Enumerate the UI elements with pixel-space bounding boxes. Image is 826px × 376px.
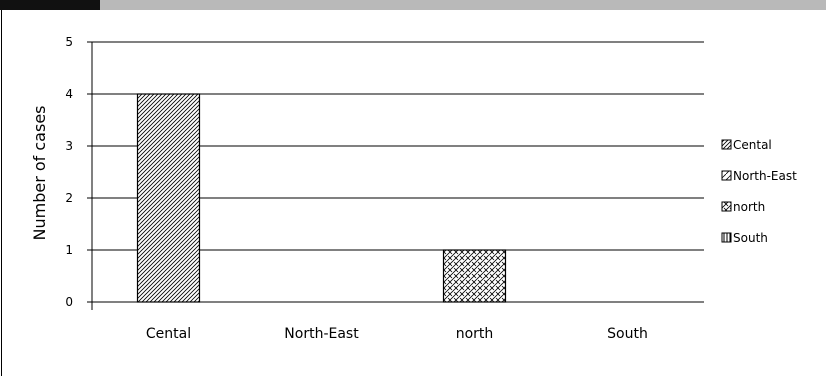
x-tick-label: North-East (284, 326, 359, 342)
bars (136, 93, 507, 303)
legend-item: South (721, 231, 768, 245)
legend-label: north (733, 200, 765, 214)
y-tick-label: 4 (65, 87, 73, 101)
legend-item: Cental (721, 138, 772, 152)
y-tick-label: 0 (65, 295, 73, 309)
legend-swatch (721, 170, 732, 181)
x-tick-label: north (456, 326, 494, 342)
legend-label: Cental (733, 138, 772, 152)
bar-cental-0 (136, 93, 201, 303)
y-axis-title: Number of cases (30, 106, 49, 241)
legend-label: North-East (733, 169, 797, 183)
x-tick-label: South (607, 326, 648, 342)
y-axis-ticks: 0 1 2 3 4 5 (65, 35, 92, 309)
legend-swatch (721, 232, 732, 243)
y-tick-label: 5 (65, 35, 73, 49)
legend-swatch (721, 201, 732, 212)
legend: Cental North-East north South (721, 138, 797, 245)
y-tick-label: 3 (65, 139, 73, 153)
x-axis-ticks: Cental North-East north South (146, 326, 648, 342)
axes (91, 42, 704, 310)
legend-swatch (721, 139, 732, 150)
bar-north-2 (442, 249, 507, 303)
legend-label: South (733, 231, 768, 245)
legend-item: north (721, 200, 765, 214)
y-tick-label: 2 (65, 191, 73, 205)
x-tick-label: Cental (146, 326, 191, 342)
y-tick-label: 1 (65, 243, 73, 257)
top-tab (0, 0, 100, 10)
frame-left-border (1, 10, 2, 376)
legend-item: North-East (721, 169, 797, 183)
top-band (0, 0, 826, 10)
